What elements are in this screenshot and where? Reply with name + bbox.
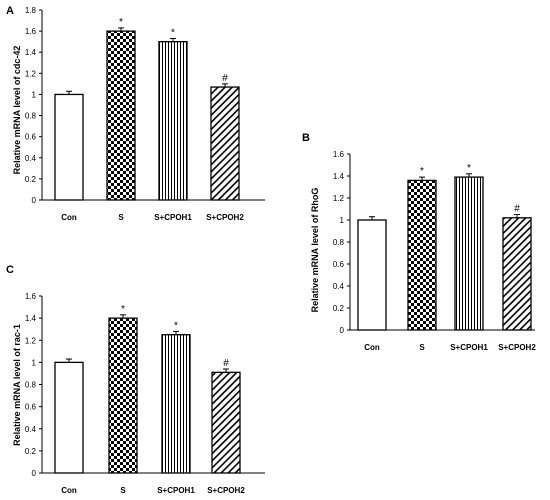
- panel-b-y-tick-label: 0.2: [333, 304, 345, 313]
- panel-c-x-tick-label-s-cpoh1: S+CPOH1: [157, 486, 195, 495]
- panel-c-y-tick-label: 0.2: [25, 447, 37, 456]
- panel-a-bar-s: [106, 30, 136, 201]
- panel-b-y-tick-label: 0.6: [333, 260, 345, 269]
- panel-b-y-tick-label: 1.2: [333, 194, 345, 203]
- panel-a-y-tick-label: 0.2: [25, 175, 37, 184]
- panel-a-y-axis-label: Relative mRNA level of cdc-42: [12, 46, 22, 175]
- panel-b-bar-s-cpoh2: [502, 217, 532, 331]
- panel-b: B Relative mRNA level of RhoG 0 0.2 0.4 0.6…: [302, 132, 536, 352]
- panel-c-significance-s-cpoh2: #: [223, 358, 229, 369]
- panel-c: C Relative mRNA level of rac-1 0 0.2 0.4 0.…: [6, 264, 265, 495]
- panel-a-x-tick-label-s-cpoh1: S+CPOH1: [154, 213, 192, 222]
- panel-a-significance-s: *: [119, 17, 123, 28]
- panel-b-bar-s: [407, 179, 437, 331]
- panel-b-x-tick-label-s: S: [419, 343, 425, 352]
- panel-b-bar-con: [357, 219, 387, 331]
- panel-a-y-tick-label: 1.8: [25, 6, 37, 15]
- panel-a-bar-s-cpoh1: [158, 41, 188, 201]
- panel-c-y-tick-label: 1.4: [25, 314, 37, 323]
- panel-c-plot: 0 0.2 0.4 0.6 0.8 1 1.2 1.4 1.6 Con * S * S+CPOH1 # S+C…: [25, 292, 265, 495]
- panel-c-y-tick-label: 1: [32, 358, 37, 367]
- panel-b-x-tick-label-s-cpoh1: S+CPOH1: [450, 343, 488, 352]
- panel-c-y-tick-label: 0: [32, 469, 37, 478]
- panel-a-x-tick-label-con: Con: [61, 213, 77, 222]
- panel-a-letter: A: [6, 5, 14, 17]
- panel-c-bar-s-cpoh2: [211, 371, 241, 474]
- panel-c-bar-s-cpoh1: [161, 334, 191, 474]
- panel-a-y-tick-label: 0: [32, 196, 37, 205]
- panel-c-y-tick-label: 1.6: [25, 292, 37, 301]
- panel-a-x-tick-label-s-cpoh2: S+CPOH2: [206, 213, 244, 222]
- panel-a-bar-s-cpoh2: [210, 86, 240, 201]
- panel-b-x-tick-label-con: Con: [364, 343, 380, 352]
- panel-a-y-tick-label: 0.6: [25, 133, 37, 142]
- panel-c-bar-s: [108, 317, 138, 474]
- panel-c-x-tick-label-s: S: [120, 486, 126, 495]
- panel-b-y-tick-label: 0: [340, 326, 345, 335]
- panel-c-y-axis-label: Relative mRNA level of rac-1: [12, 324, 22, 446]
- panel-c-letter: C: [6, 264, 14, 276]
- panel-c-x-tick-label-con: Con: [61, 486, 77, 495]
- panel-a-y-tick-label: 1.2: [25, 69, 37, 78]
- panel-b-significance-s-cpoh1: *: [467, 163, 471, 174]
- panel-a-bar-con: [54, 93, 84, 201]
- panel-b-x-tick-label-s-cpoh2: S+CPOH2: [498, 343, 536, 352]
- panel-c-x-tick-label-s-cpoh2: S+CPOH2: [207, 486, 245, 495]
- panel-c-y-tick-label: 0.6: [25, 403, 37, 412]
- panel-c-bar-con: [54, 361, 84, 474]
- panel-a-y-tick-label: 0.4: [25, 154, 37, 163]
- panel-b-significance-s-cpoh2: #: [514, 204, 520, 215]
- panel-c-significance-s: *: [121, 304, 125, 315]
- panel-c-y-tick-label: 0.8: [25, 381, 37, 390]
- panel-b-bar-s-cpoh1: [454, 176, 484, 331]
- panel-b-plot: 0 0.2 0.4 0.6 0.8 1 1.2 1.4 1.6 Con * S * S+CPOH1 # S+C…: [333, 150, 536, 352]
- panel-a-y-tick-label: 1: [32, 90, 37, 99]
- panel-a: A Relative mRNA level of cdc-42 00.20.40…: [6, 5, 265, 222]
- panel-c-significance-s-cpoh1: *: [174, 320, 178, 331]
- panel-b-y-tick-label: 1.6: [333, 150, 345, 159]
- panel-a-y-tick-label: 1.4: [25, 48, 37, 57]
- panel-c-y-tick-label: 1.2: [25, 336, 37, 345]
- panel-b-y-tick-label: 0.8: [333, 238, 345, 247]
- panel-a-plot: 0 0.2 0.4 0.6 0.8 1 1.2 1.4 1.6 1.8 Con * S * S+CPOH1 #…: [25, 6, 265, 222]
- panel-a-y-tick-label: 0.8: [25, 112, 37, 121]
- panel-b-y-axis-label: Relative mRNA level of RhoG: [310, 188, 320, 313]
- panel-a-significance-s-cpoh1: *: [171, 28, 175, 39]
- panel-b-letter: B: [302, 132, 310, 144]
- panel-a-significance-s-cpoh2: #: [222, 73, 228, 84]
- panel-b-significance-s: *: [420, 166, 424, 177]
- panel-b-y-tick-label: 1: [340, 216, 345, 225]
- panel-b-y-tick-label: 1.4: [333, 172, 345, 181]
- panel-b-y-tick-label: 0.4: [333, 282, 345, 291]
- panel-a-x-tick-label-s: S: [118, 213, 124, 222]
- panel-c-y-tick-label: 0.4: [25, 425, 37, 434]
- panel-a-y-tick-label: 1.6: [25, 27, 37, 36]
